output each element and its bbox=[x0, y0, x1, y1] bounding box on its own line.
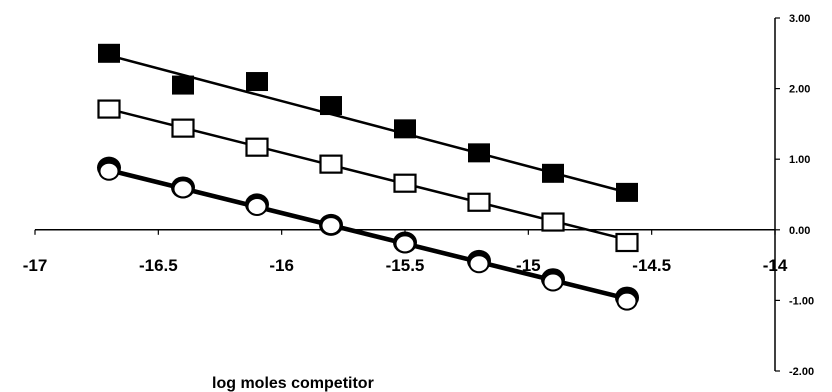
open-square-point bbox=[97, 99, 121, 119]
y-tick-label: -1.00 bbox=[789, 295, 814, 307]
open-circle-point bbox=[172, 179, 194, 199]
x-tick-label: -16.5 bbox=[139, 256, 178, 275]
filled-square-point bbox=[320, 96, 342, 116]
x-axis-title: log moles competitor bbox=[212, 375, 374, 392]
open-circle-point bbox=[394, 234, 416, 254]
x-tick-label: -16 bbox=[269, 256, 294, 275]
open-circle-point bbox=[468, 254, 490, 274]
open-circle-point bbox=[98, 161, 120, 181]
filled-square-point bbox=[98, 43, 120, 63]
y-tick-label: 3.00 bbox=[789, 13, 810, 25]
y-tick-label: -2.00 bbox=[789, 366, 814, 378]
open-square-point bbox=[615, 232, 639, 253]
filled-square-point bbox=[542, 163, 564, 183]
filled-square-point bbox=[172, 75, 194, 95]
open-circle-point bbox=[320, 216, 342, 236]
open-circle-point bbox=[246, 197, 268, 217]
filled-circle-fit-line bbox=[108, 167, 628, 299]
y-tick-label: 2.00 bbox=[789, 84, 810, 96]
y-tick-labels: 3.00 2.00 1.00 0.00 -1.00 -2.00 bbox=[789, 13, 814, 378]
x-tick-label: -17 bbox=[23, 256, 48, 275]
y-tick-label: 0.00 bbox=[789, 225, 810, 237]
open-circle-point bbox=[542, 272, 564, 292]
open-square-point bbox=[245, 137, 269, 157]
filled-square-point bbox=[246, 72, 268, 92]
open-square-point bbox=[319, 154, 343, 174]
filled-square-point bbox=[616, 182, 638, 202]
x-tick-label: -14.5 bbox=[632, 256, 671, 275]
fit-lines bbox=[108, 54, 628, 301]
x-tick-labels: -17 -16.5 -16 -15.5 -15 -14.5 -14 bbox=[23, 256, 788, 275]
open-circle-fit-line bbox=[108, 169, 628, 301]
filled-square-point bbox=[394, 119, 416, 139]
open-square-point bbox=[467, 192, 491, 212]
filled-square-point bbox=[468, 143, 490, 163]
x-tick-label: -14 bbox=[763, 256, 788, 275]
x-tick-label: -15.5 bbox=[386, 256, 425, 275]
open-square-fit-line bbox=[108, 107, 628, 241]
y-tick-label: 1.00 bbox=[789, 154, 810, 166]
data-points bbox=[97, 43, 639, 311]
open-circle-point bbox=[616, 291, 638, 311]
open-square-point bbox=[171, 118, 195, 138]
open-square-point bbox=[541, 212, 565, 232]
open-square-point bbox=[393, 173, 417, 193]
x-tick-label: -15 bbox=[516, 256, 541, 275]
chart-axes bbox=[34, 17, 780, 372]
filled-square-fit-line bbox=[108, 54, 628, 194]
